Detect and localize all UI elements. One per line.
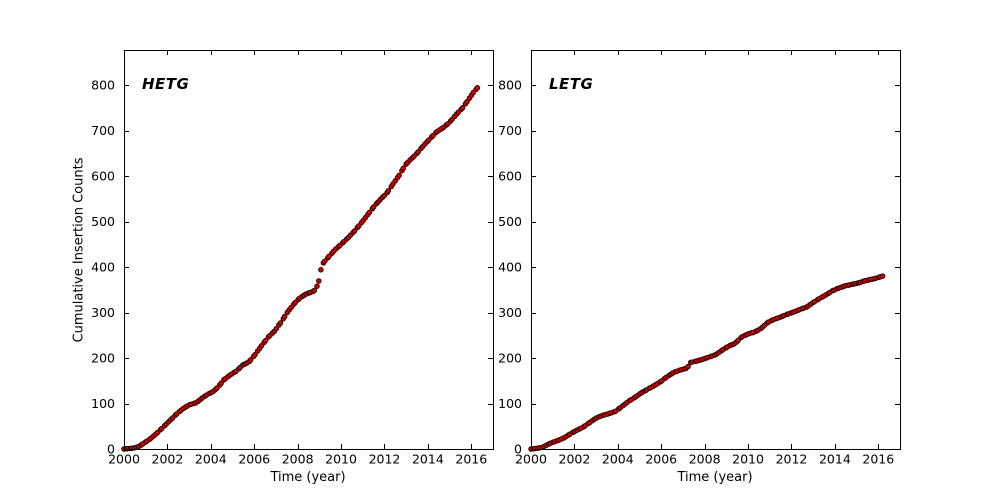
y-tick-label: 0 <box>107 442 115 457</box>
y-tick-label: 500 <box>91 214 115 229</box>
hetg-panel-label: HETG <box>142 75 190 93</box>
data-point <box>415 149 421 155</box>
x-tick-label: 2004 <box>602 452 634 467</box>
data-point <box>366 209 373 216</box>
data-point <box>322 258 328 264</box>
x-tick-label: 2002 <box>152 452 184 467</box>
y-tick-label: 0 <box>514 442 522 457</box>
y-tick-label: 200 <box>91 351 115 366</box>
data-point <box>396 172 402 179</box>
x-tick-label: 2016 <box>455 452 487 467</box>
letg-xaxis-label: Time (year) <box>677 470 753 485</box>
x-tick-label: 2012 <box>369 452 401 467</box>
data-point <box>459 105 466 111</box>
letg-data-series <box>528 273 886 452</box>
x-tick-label: 2008 <box>689 452 721 467</box>
y-tick-label: 400 <box>498 260 522 275</box>
x-tick-label: 2000 <box>108 452 140 467</box>
data-point <box>318 267 324 273</box>
y-tick-label: 700 <box>498 123 522 138</box>
hetg-data-series <box>121 85 481 452</box>
x-tick-label: 2010 <box>325 452 357 467</box>
data-point <box>400 165 407 172</box>
data-point <box>351 228 358 234</box>
x-tick-label: 2014 <box>412 452 444 467</box>
x-tick-label: 2006 <box>238 452 270 467</box>
letg-panel-label: LETG <box>549 75 594 93</box>
axes-frame <box>124 50 494 450</box>
letg-panel: 2000 2002 2004 2006 2008 2010 2012 2014 2016 0 100… <box>498 50 901 467</box>
x-tick-label: 2006 <box>645 452 677 467</box>
data-point <box>218 380 224 387</box>
x-tick-label: 2004 <box>195 452 227 467</box>
data-point <box>385 187 392 194</box>
tick-labels: 2000 2002 2004 2006 2008 2010 2012 2014 2016 0 100… <box>498 78 894 467</box>
data-point <box>281 313 288 320</box>
y-tick-label: 400 <box>91 260 115 275</box>
axis-ticks <box>531 50 900 450</box>
y-tick-label: 200 <box>498 351 522 366</box>
y-tick-label: 300 <box>91 305 115 320</box>
hetg-panel: 2000 2002 2004 2006 2008 2010 2012 2014 2016 0 100… <box>91 50 494 467</box>
x-tick-label: 2008 <box>282 452 314 467</box>
data-point <box>474 85 481 91</box>
data-point <box>879 273 886 279</box>
hetg-xaxis-label: Time (year) <box>270 470 346 485</box>
data-point <box>273 325 280 332</box>
x-tick-label: 2016 <box>862 452 894 467</box>
data-point <box>277 320 284 326</box>
data-point <box>314 283 320 289</box>
y-tick-label: 800 <box>498 78 522 93</box>
tick-labels: 2000 2002 2004 2006 2008 2010 2012 2014 2016 0 100… <box>91 78 487 467</box>
y-tick-label: 700 <box>91 123 115 138</box>
x-tick-label: 2014 <box>819 452 851 467</box>
x-tick-label: 2012 <box>776 452 808 467</box>
y-tick-label: 800 <box>91 78 115 93</box>
y-tick-label: 600 <box>91 169 115 184</box>
data-point <box>247 357 254 363</box>
data-point <box>252 351 258 358</box>
axes-frame <box>531 50 901 450</box>
y-tick-label: 300 <box>498 305 522 320</box>
x-tick-label: 2002 <box>559 452 591 467</box>
yaxis-label: Cumulative Insertion Counts <box>71 157 87 343</box>
data-point <box>311 287 318 294</box>
y-tick-label: 100 <box>91 396 115 411</box>
data-point <box>262 337 269 344</box>
x-tick-label: 2000 <box>515 452 547 467</box>
y-tick-label: 100 <box>498 396 522 411</box>
data-point <box>316 278 322 284</box>
y-tick-label: 600 <box>498 169 522 184</box>
axis-ticks <box>124 50 493 450</box>
y-tick-label: 500 <box>498 214 522 229</box>
x-tick-label: 2010 <box>732 452 764 467</box>
data-point <box>685 363 691 370</box>
